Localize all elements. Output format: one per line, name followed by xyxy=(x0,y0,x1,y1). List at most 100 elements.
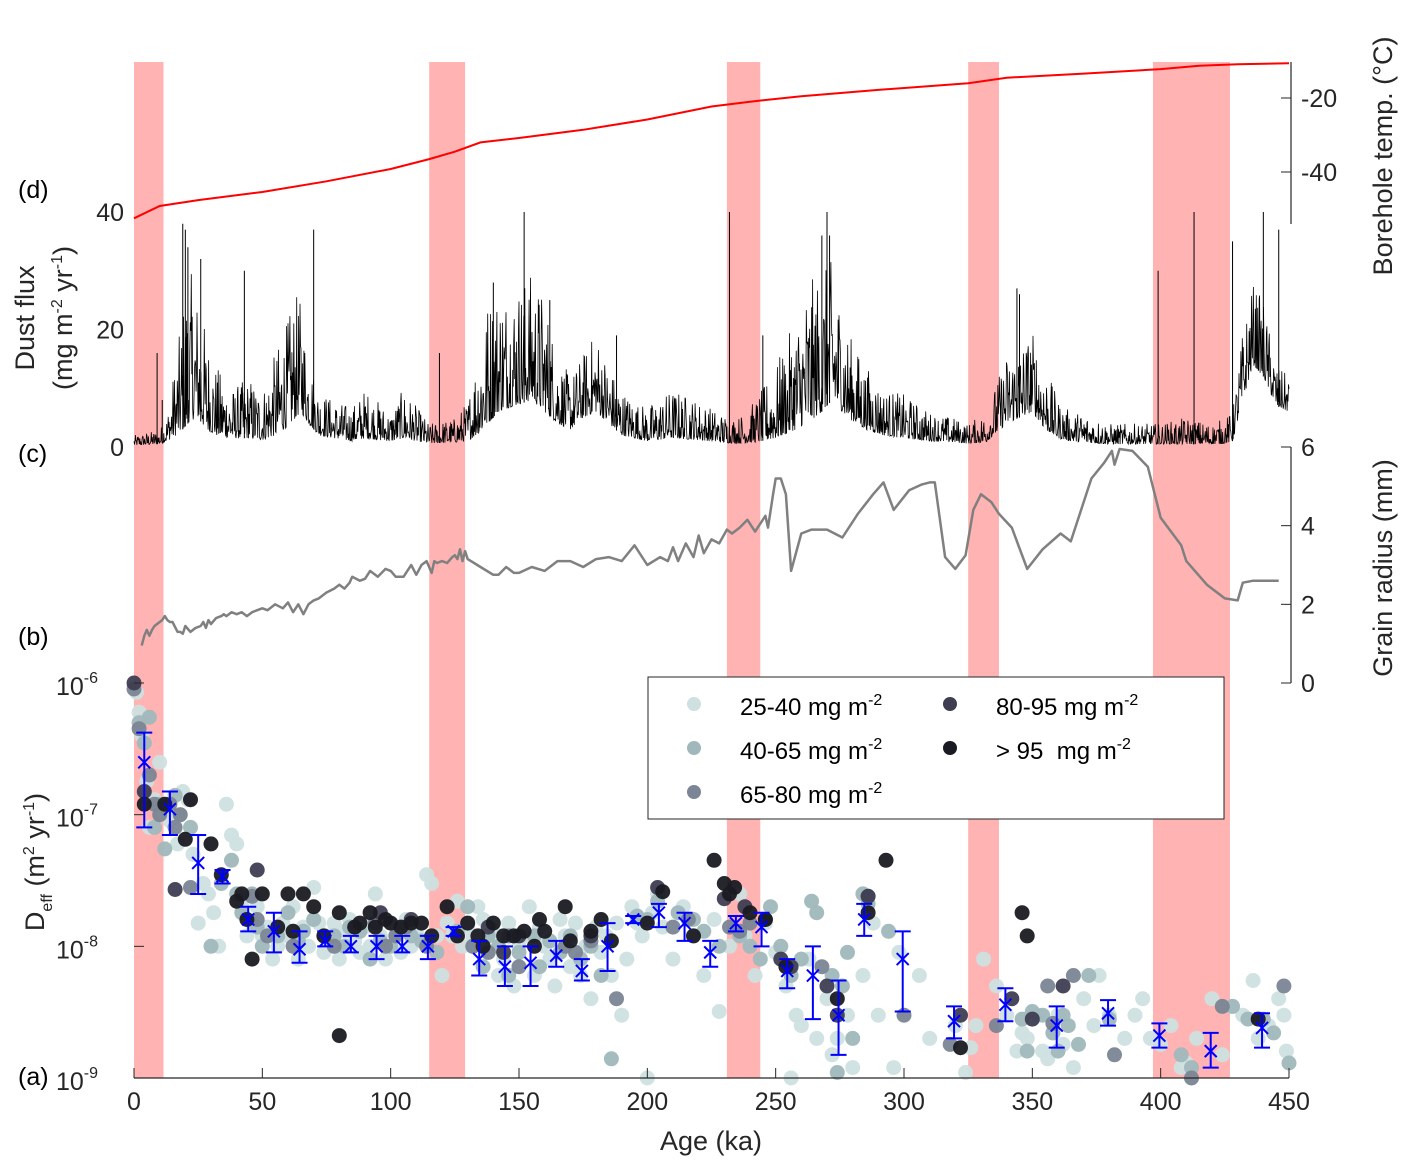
scatter-point xyxy=(218,796,234,812)
scatter-point xyxy=(1281,1055,1297,1071)
scatter-point xyxy=(1135,991,1151,1007)
x-tick-label: 250 xyxy=(755,1088,797,1116)
x-tick-label: 200 xyxy=(626,1088,668,1116)
scatter-point xyxy=(573,968,589,983)
scatter-point xyxy=(1065,968,1081,983)
scatter-point xyxy=(999,1007,1015,1023)
legend-label: > 95 mg m-2 xyxy=(996,736,1131,765)
legend-label: 40-65 mg m-2 xyxy=(740,736,882,765)
error-bar xyxy=(136,731,153,829)
error-bar xyxy=(240,905,257,933)
scatter-point xyxy=(819,991,835,1007)
scatter-point xyxy=(249,862,265,878)
error-bar-mean-marker xyxy=(137,755,151,769)
scatter-point xyxy=(562,959,578,975)
scatter-point xyxy=(295,886,311,902)
scatter-point xyxy=(1117,1030,1133,1046)
scatter-point xyxy=(665,951,681,967)
interglacial-band xyxy=(134,62,164,1078)
error-bar xyxy=(1202,1031,1219,1069)
scatter-point xyxy=(1276,1007,1292,1023)
scatter-point xyxy=(485,915,501,931)
scatter-point xyxy=(1009,1043,1025,1059)
x-tick-label: 0 xyxy=(127,1088,141,1116)
scatter-point xyxy=(593,912,609,927)
error-bar xyxy=(496,945,513,987)
error-bar xyxy=(1254,1012,1271,1049)
scatter-point xyxy=(234,886,250,902)
panel-c-dust-flux xyxy=(133,212,1290,446)
scatter-point xyxy=(1065,1060,1081,1076)
error-bar-mean-marker xyxy=(292,942,307,956)
scatter-point xyxy=(706,912,722,927)
scatter-point xyxy=(152,754,168,770)
error-bar xyxy=(753,911,770,948)
legend-entry-gt95: > 95 mg m-2 xyxy=(943,736,1131,765)
scatter-point xyxy=(1081,968,1097,983)
error-bar-mean-marker xyxy=(241,912,255,927)
error-bar xyxy=(394,934,411,954)
scatter-point xyxy=(177,831,193,847)
error-bar-mean-marker xyxy=(998,998,1013,1012)
scatter-point xyxy=(434,968,450,983)
error-bar xyxy=(997,987,1014,1023)
scatter-point xyxy=(378,938,393,954)
scatter-point xyxy=(532,959,547,975)
scatter-point xyxy=(439,899,455,915)
legend-label: 25-40 mg m-2 xyxy=(740,692,882,721)
scatter-point xyxy=(167,882,183,897)
grain-radius-line xyxy=(140,447,1279,646)
scatter-point xyxy=(829,991,845,1007)
error-bar xyxy=(946,1005,963,1040)
panel-b-grain-radius xyxy=(140,447,1279,646)
scatter-point xyxy=(583,991,599,1007)
scatter-point xyxy=(722,938,737,954)
scatter-point xyxy=(747,968,763,983)
scatter-point xyxy=(840,944,855,960)
scatter-point xyxy=(244,951,260,967)
scatter-point xyxy=(860,888,876,904)
error-bar-mean-marker xyxy=(626,912,640,927)
scatter-point xyxy=(958,1065,974,1080)
error-bar-mean-marker xyxy=(498,960,512,974)
scatter-point xyxy=(352,915,368,931)
error-bar-mean-marker xyxy=(421,939,435,954)
x-tick-label: 450 xyxy=(1268,1088,1310,1116)
scatter-point xyxy=(568,915,583,931)
y-tick-label-deff: 10-8 xyxy=(56,933,98,964)
scatter-point xyxy=(1184,1060,1199,1076)
legend-marker xyxy=(687,785,701,799)
scatter-point xyxy=(1266,1025,1282,1041)
scatter-point xyxy=(280,905,296,921)
scatter-point xyxy=(1240,1011,1256,1027)
error-bar-mean-marker xyxy=(1255,1021,1269,1035)
y-tick-label-dust: 0 xyxy=(110,434,124,462)
scatter-point xyxy=(896,1007,912,1023)
error-bar-mean-marker xyxy=(1204,1044,1218,1058)
scatter-point xyxy=(1071,1036,1086,1052)
scatter-point xyxy=(1189,1030,1205,1046)
error-bar xyxy=(625,912,642,927)
scatter-point xyxy=(203,836,219,852)
scatter-point xyxy=(619,951,635,967)
scatter-point xyxy=(778,959,794,975)
scatter-point xyxy=(331,905,347,921)
scatter-point xyxy=(1040,1051,1056,1067)
scatter-point xyxy=(804,893,820,909)
scatter-point xyxy=(547,978,563,994)
scatter-point xyxy=(1086,1018,1102,1034)
x-tick-label: 150 xyxy=(498,1088,540,1116)
error-bar-mean-marker xyxy=(369,939,384,954)
panel-d-borehole-temp xyxy=(133,62,1290,220)
scatter-point xyxy=(614,1007,630,1023)
interglacial-band xyxy=(968,62,999,1078)
scatter-point xyxy=(1014,905,1030,921)
legend-marker xyxy=(687,741,701,755)
error-bar xyxy=(342,934,359,954)
error-bar xyxy=(779,958,796,990)
scatter-point xyxy=(886,1060,902,1076)
scatter-point xyxy=(306,899,322,915)
scatter-point xyxy=(878,852,894,868)
scatter-point xyxy=(634,928,650,944)
scatter-point xyxy=(562,933,578,949)
